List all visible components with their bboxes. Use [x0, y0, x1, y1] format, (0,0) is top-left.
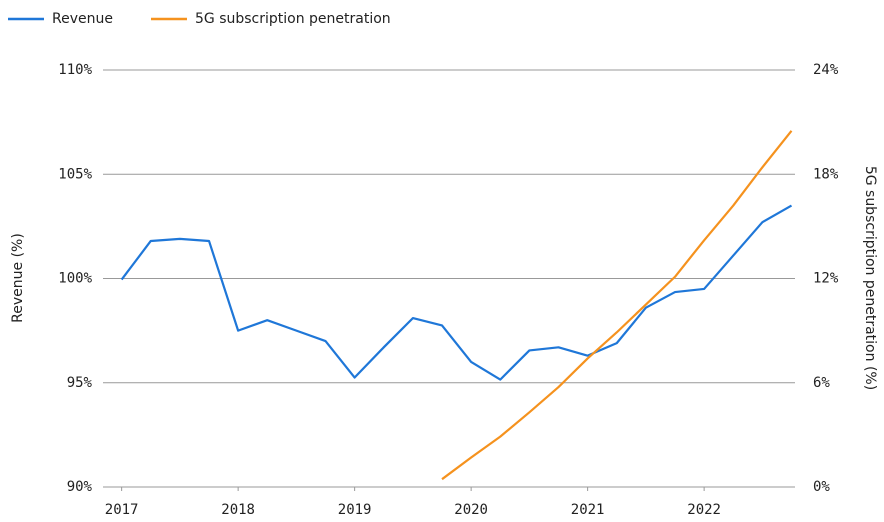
line-series: [441, 130, 793, 481]
legend-label: 5G subscription penetration: [195, 11, 391, 27]
y2-axis-title: 5G subscription penetration (%): [862, 166, 878, 390]
x-tick-label: 2017: [105, 502, 139, 518]
y2-tick-label: 24%: [813, 62, 839, 78]
y-tick-label: 90%: [67, 479, 93, 495]
x-tick-label: 2021: [571, 502, 605, 518]
y2-tick-label: 0%: [813, 479, 830, 495]
x-tick-label: 2019: [338, 502, 372, 518]
y2-tick-label: 12%: [813, 271, 839, 287]
y-tick-label: 95%: [67, 375, 93, 391]
line-series: [120, 204, 793, 381]
y-tick-label: 105%: [58, 166, 92, 182]
y2-tick-label: 18%: [813, 166, 839, 182]
y-tick-label: 110%: [58, 62, 92, 78]
y-tick-label: 100%: [58, 271, 92, 287]
x-tick-label: 2020: [454, 502, 488, 518]
x-tick-label: 2022: [687, 502, 721, 518]
y-axis-title: Revenue (%): [10, 233, 26, 323]
legend-label: Revenue: [52, 11, 113, 27]
y2-tick-label: 6%: [813, 375, 830, 391]
x-tick-label: 2018: [221, 502, 255, 518]
